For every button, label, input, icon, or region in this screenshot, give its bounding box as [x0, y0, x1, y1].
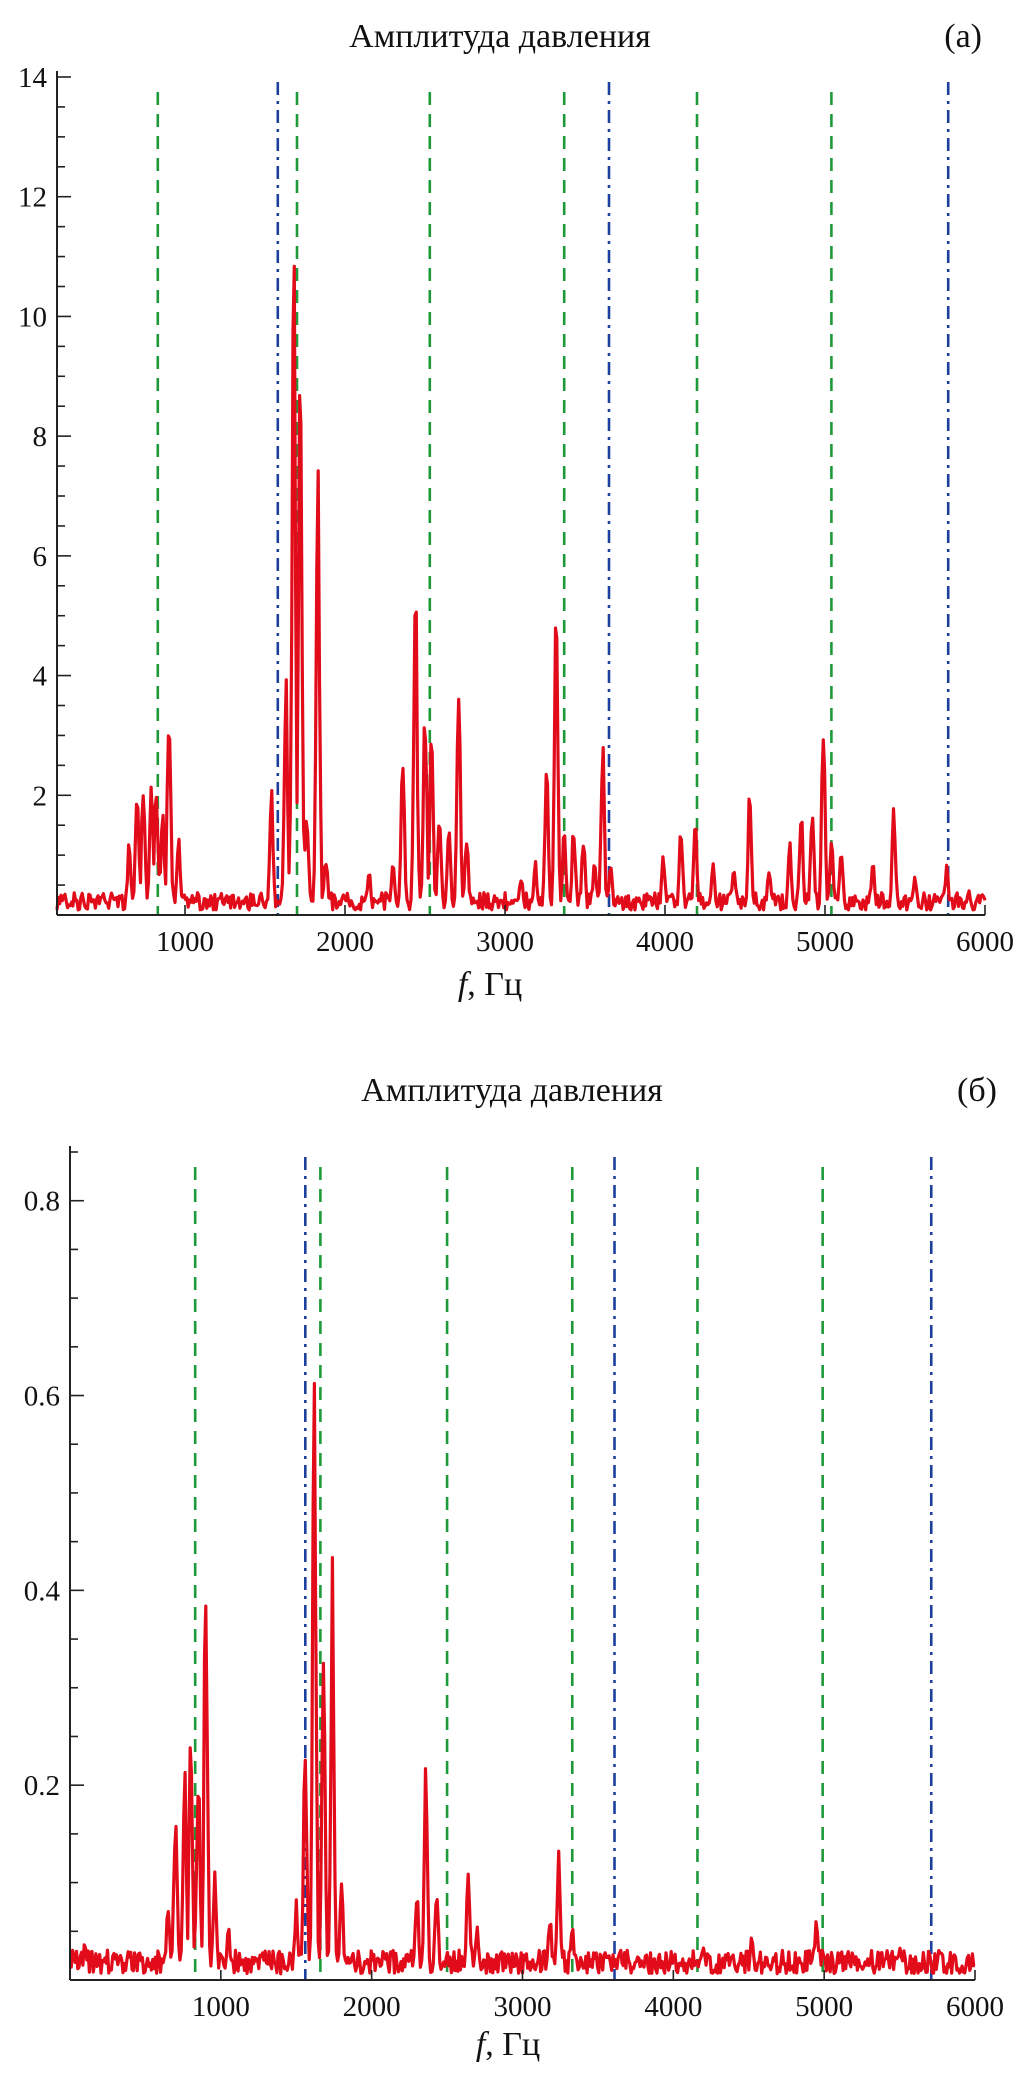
chart-a-x-tick-label: 5000 — [796, 926, 854, 958]
chart-a-spectrum-line — [55, 264, 987, 912]
chart-b-y-tick-label: 0.2 — [24, 1770, 60, 1802]
chart-b-x-tick-label: 4000 — [644, 1991, 702, 2023]
chart-b-x-tick-label: 1000 — [192, 1991, 250, 2023]
chart-b-panel-label: (б) — [957, 1072, 997, 1109]
chart-b-y-tick-label: 0.4 — [24, 1575, 61, 1607]
chart-a-x-label: f, Гц — [458, 966, 522, 1003]
chart-b-x-tick-label: 2000 — [343, 1991, 401, 2023]
chart-a-x-tick-label: 3000 — [476, 926, 534, 958]
chart-b-x-tick-label: 5000 — [795, 1991, 853, 2023]
chart-a-y-tick-label: 14 — [18, 62, 48, 94]
chart-b-y-tick-label: 0.8 — [24, 1186, 60, 1218]
chart-b-title: Амплитуда давления — [361, 1072, 663, 1109]
chart-a-panel-label: (а) — [944, 18, 982, 55]
chart-b-x-tick-label: 6000 — [946, 1991, 1004, 2023]
chart-a-y-tick-label: 6 — [33, 541, 48, 573]
chart-a-title: Амплитуда давления — [349, 18, 651, 55]
chart-a-x-tick-label: 6000 — [956, 926, 1014, 958]
chart-b-spectrum-line — [69, 1381, 976, 1976]
chart-panel-b: Амплитуда давления (б) f, Гц 0.20.40.60.… — [24, 1072, 1004, 2063]
chart-a-y-tick-label: 2 — [33, 780, 48, 812]
chart-a-y-tick-label: 8 — [33, 421, 48, 453]
chart-a-y-tick-label: 12 — [18, 182, 47, 214]
chart-b-x-label: f, Гц — [476, 2026, 540, 2063]
chart-b-marks: 0.2 0.4 0.6 0.8 1000 2000 3000 4000 5000 6000 — [24, 1146, 1004, 2023]
chart-a-x-tick-label: 4000 — [636, 926, 694, 958]
chart-a-x-tick-label: 2000 — [316, 926, 374, 958]
chart-a-y-tick-label: 4 — [33, 661, 48, 693]
chart-a-x-label-units: , Гц — [467, 966, 522, 1003]
chart-b-x-label-units: , Гц — [485, 2026, 540, 2063]
chart-a-x-tick-label: 1000 — [156, 926, 214, 958]
chart-panel-a: Амплитуда давления (а) f, Гц 2 4 6 8 10 12 14 1… — [18, 18, 1014, 1003]
chart-a-marks: 2 4 6 8 10 12 14 1000 2000 3000 4000 5000 6000 — [18, 62, 1014, 958]
chart-b-x-tick-label: 3000 — [494, 1991, 552, 2023]
chart-a-y-tick-label: 10 — [18, 301, 47, 333]
chart-b-y-tick-label: 0.6 — [24, 1381, 60, 1413]
